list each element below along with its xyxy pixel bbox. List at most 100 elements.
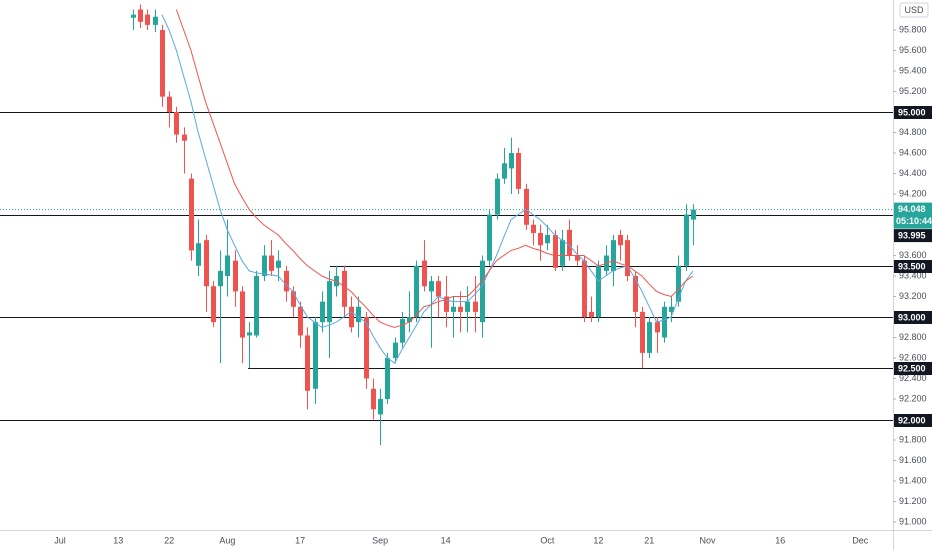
candle-body — [647, 322, 652, 353]
candle-body — [284, 270, 289, 292]
level-label: 93.000 — [898, 312, 926, 322]
candle-body — [218, 270, 223, 287]
x-tick-label: 22 — [164, 535, 174, 545]
candle-body — [545, 235, 550, 244]
candle-body — [254, 276, 259, 336]
candle-body — [364, 317, 369, 379]
last-price-label: 94.048 — [898, 204, 926, 214]
candle-body — [633, 276, 638, 312]
candle-body — [567, 229, 572, 256]
candle-body — [655, 322, 660, 333]
y-tick-label: 91.400 — [899, 475, 927, 485]
candle-body — [174, 112, 179, 135]
level-label: 92.500 — [898, 363, 926, 373]
candle-body — [495, 178, 500, 215]
x-tick-label: 21 — [644, 535, 654, 545]
candle-body — [247, 332, 252, 336]
candle-body — [313, 322, 318, 389]
candle-body — [356, 306, 361, 323]
x-tick-label: Sep — [372, 535, 388, 545]
x-tick-label: 14 — [441, 535, 451, 545]
y-tick-label: 91.800 — [899, 434, 927, 444]
level-label: 95.000 — [898, 107, 926, 117]
candle-body — [298, 306, 303, 336]
candle-body — [131, 14, 136, 18]
candle-body — [531, 224, 536, 233]
countdown-label: 05:10:44 — [896, 216, 932, 226]
last-price-box — [894, 202, 932, 229]
candle-body — [371, 388, 376, 410]
y-tick-label: 93.600 — [899, 250, 927, 260]
candle-body — [684, 214, 689, 266]
candle-body — [385, 358, 390, 400]
x-tick-label: Oct — [540, 535, 555, 545]
candle-body — [349, 306, 354, 328]
x-tick-label: Nov — [699, 535, 716, 545]
y-tick-label: 91.200 — [899, 496, 927, 506]
level-label: 93.995 — [898, 230, 926, 240]
level-label-box — [894, 414, 932, 427]
y-tick-label: 92.600 — [899, 352, 927, 362]
y-tick-label: 94.600 — [899, 147, 927, 157]
x-tick-label: 12 — [593, 535, 603, 545]
y-tick-label: 92.400 — [899, 373, 927, 383]
candle-body — [524, 188, 529, 225]
y-tick-label: 95.600 — [899, 45, 927, 55]
candle-body — [560, 240, 565, 266]
y-tick-label: 91.600 — [899, 455, 927, 465]
candle-body — [305, 335, 310, 391]
level-label-box — [894, 106, 932, 119]
y-tick-label: 92.800 — [899, 332, 927, 342]
y-tick-label: 94.400 — [899, 168, 927, 178]
candle-body — [393, 342, 398, 359]
candle-body — [422, 260, 427, 287]
moving-average — [175, 9, 694, 328]
candle-body — [233, 260, 238, 292]
candle-body — [516, 153, 521, 189]
candle-body — [589, 311, 594, 318]
candle-body — [669, 306, 674, 312]
y-tick-label: 93.400 — [899, 270, 927, 280]
y-tick-label: 91.000 — [899, 516, 927, 526]
candle-body — [262, 255, 267, 277]
candle-body — [327, 281, 332, 323]
level-label: 93.500 — [898, 261, 926, 271]
candle-body — [240, 291, 245, 338]
candle-body — [182, 134, 187, 141]
candle-body — [167, 96, 172, 113]
candle-body — [160, 30, 165, 97]
candle-body — [342, 270, 347, 307]
candle-body — [225, 255, 230, 277]
y-tick-label: 95.800 — [899, 24, 927, 34]
level-label: 92.000 — [898, 415, 926, 425]
candle-body — [625, 240, 630, 277]
candle-body — [596, 265, 601, 318]
candle-body — [429, 281, 434, 292]
x-tick-label: 17 — [295, 535, 305, 545]
moving-average — [161, 14, 694, 364]
level-label-box — [894, 229, 932, 243]
y-tick-label: 94.800 — [899, 127, 927, 137]
candle-body — [553, 235, 558, 268]
y-tick-label: 95.400 — [899, 65, 927, 75]
candle-body — [204, 240, 209, 287]
candle-body — [211, 286, 216, 323]
plot-area — [0, 4, 893, 446]
candle-body — [269, 255, 274, 271]
y-tick-label: 93.200 — [899, 291, 927, 301]
x-tick-label: 16 — [775, 535, 785, 545]
candle-body — [400, 319, 405, 343]
axes: 91.000 91.200 91.400 91.600 91.800 92.000 92.2… — [54, 24, 932, 545]
y-tick-label: 95.200 — [899, 86, 927, 96]
candle-body — [378, 399, 383, 415]
candle-body — [582, 260, 587, 318]
candle-body — [407, 317, 412, 323]
candle-body — [444, 296, 449, 312]
level-label-box — [894, 260, 932, 273]
candle-body — [320, 301, 325, 323]
currency-box — [899, 2, 929, 18]
candle-body — [538, 232, 543, 246]
